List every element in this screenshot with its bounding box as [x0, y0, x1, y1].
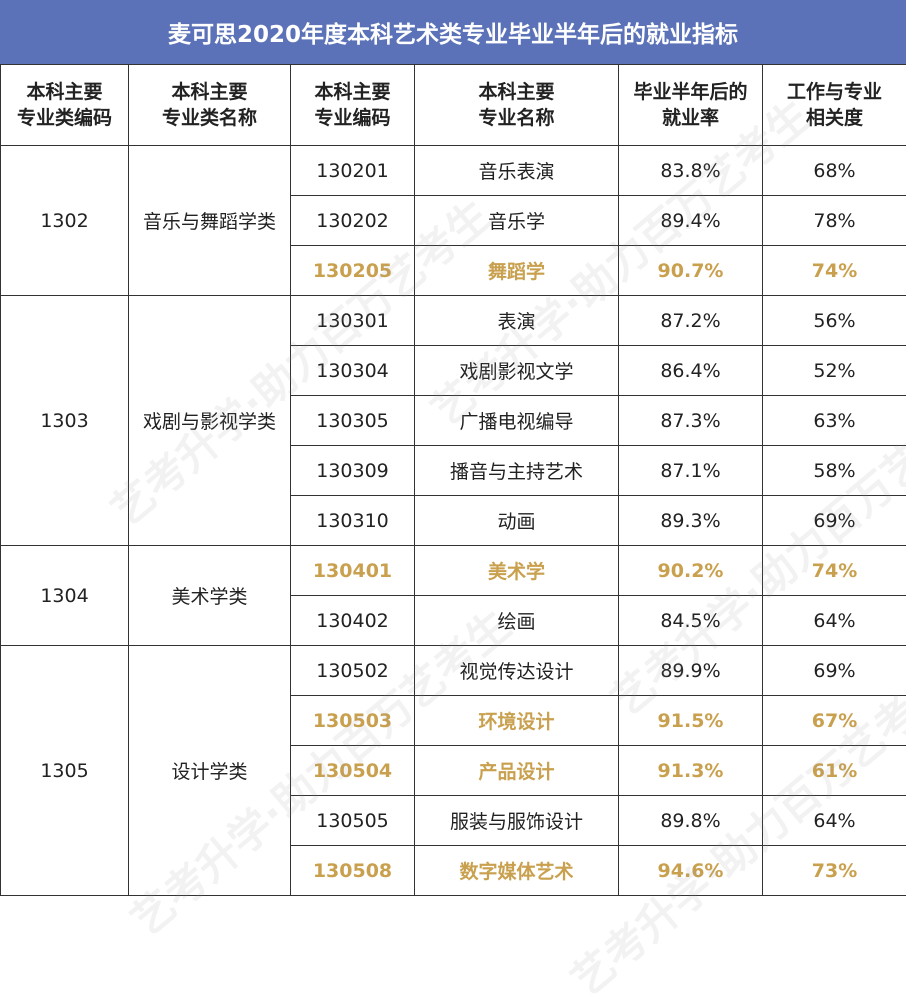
major-code-cell: 130504 — [291, 746, 415, 796]
major-code-cell: 130304 — [291, 346, 415, 396]
category-name-cell: 音乐与舞蹈学类 — [129, 146, 291, 296]
employment-rate-cell: 91.5% — [619, 696, 763, 746]
major-code-cell: 130502 — [291, 646, 415, 696]
employment-table: 本科主要专业类编码 本科主要专业类名称 本科主要专业编码 本科主要专业名称 毕业… — [0, 64, 906, 896]
major-code-cell: 130309 — [291, 446, 415, 496]
category-name-cell: 戏剧与影视学类 — [129, 296, 291, 546]
relevance-cell: 74% — [763, 546, 906, 596]
header-major-code: 本科主要专业编码 — [291, 65, 415, 146]
relevance-cell: 58% — [763, 446, 906, 496]
major-name-cell: 视觉传达设计 — [415, 646, 619, 696]
category-name-cell: 美术学类 — [129, 546, 291, 646]
header-category-name: 本科主要专业类名称 — [129, 65, 291, 146]
major-name-cell: 音乐表演 — [415, 146, 619, 196]
major-code-cell: 130305 — [291, 396, 415, 446]
page-title: 麦可思2020年度本科艺术类专业毕业半年后的就业指标 — [0, 0, 906, 64]
relevance-cell: 69% — [763, 496, 906, 546]
relevance-cell: 52% — [763, 346, 906, 396]
employment-rate-cell: 84.5% — [619, 596, 763, 646]
relevance-cell: 61% — [763, 746, 906, 796]
relevance-cell: 73% — [763, 846, 906, 896]
major-code-cell: 130508 — [291, 846, 415, 896]
category-code-cell: 1302 — [1, 146, 129, 296]
employment-rate-cell: 83.8% — [619, 146, 763, 196]
major-name-cell: 广播电视编导 — [415, 396, 619, 446]
major-code-cell: 130205 — [291, 246, 415, 296]
category-name-cell: 设计学类 — [129, 646, 291, 896]
employment-rate-cell: 89.8% — [619, 796, 763, 846]
major-code-cell: 130301 — [291, 296, 415, 346]
header-major-name: 本科主要专业名称 — [415, 65, 619, 146]
relevance-cell: 68% — [763, 146, 906, 196]
header-row: 本科主要专业类编码 本科主要专业类名称 本科主要专业编码 本科主要专业名称 毕业… — [1, 65, 906, 146]
major-name-cell: 表演 — [415, 296, 619, 346]
employment-rate-cell: 87.1% — [619, 446, 763, 496]
header-employment-rate: 毕业半年后的就业率 — [619, 65, 763, 146]
relevance-cell: 74% — [763, 246, 906, 296]
relevance-cell: 78% — [763, 196, 906, 246]
major-code-cell: 130201 — [291, 146, 415, 196]
employment-rate-cell: 89.4% — [619, 196, 763, 246]
relevance-cell: 64% — [763, 796, 906, 846]
employment-rate-cell: 90.2% — [619, 546, 763, 596]
major-name-cell: 音乐学 — [415, 196, 619, 246]
major-name-cell: 动画 — [415, 496, 619, 546]
employment-rate-cell: 89.3% — [619, 496, 763, 546]
major-code-cell: 130401 — [291, 546, 415, 596]
employment-rate-cell: 90.7% — [619, 246, 763, 296]
major-code-cell: 130505 — [291, 796, 415, 846]
major-name-cell: 绘画 — [415, 596, 619, 646]
major-name-cell: 数字媒体艺术 — [415, 846, 619, 896]
relevance-cell: 63% — [763, 396, 906, 446]
category-code-cell: 1304 — [1, 546, 129, 646]
header-category-code: 本科主要专业类编码 — [1, 65, 129, 146]
relevance-cell: 64% — [763, 596, 906, 646]
employment-rate-cell: 91.3% — [619, 746, 763, 796]
major-code-cell: 130503 — [291, 696, 415, 746]
employment-rate-cell: 89.9% — [619, 646, 763, 696]
major-code-cell: 130202 — [291, 196, 415, 246]
employment-rate-cell: 87.2% — [619, 296, 763, 346]
major-name-cell: 播音与主持艺术 — [415, 446, 619, 496]
header-relevance: 工作与专业相关度 — [763, 65, 906, 146]
category-code-cell: 1303 — [1, 296, 129, 546]
major-code-cell: 130402 — [291, 596, 415, 646]
major-name-cell: 舞蹈学 — [415, 246, 619, 296]
employment-rate-cell: 94.6% — [619, 846, 763, 896]
major-name-cell: 美术学 — [415, 546, 619, 596]
major-code-cell: 130310 — [291, 496, 415, 546]
relevance-cell: 69% — [763, 646, 906, 696]
employment-rate-cell: 86.4% — [619, 346, 763, 396]
major-name-cell: 服装与服饰设计 — [415, 796, 619, 846]
relevance-cell: 56% — [763, 296, 906, 346]
relevance-cell: 67% — [763, 696, 906, 746]
category-code-cell: 1305 — [1, 646, 129, 896]
major-name-cell: 产品设计 — [415, 746, 619, 796]
major-name-cell: 环境设计 — [415, 696, 619, 746]
major-name-cell: 戏剧影视文学 — [415, 346, 619, 396]
employment-rate-cell: 87.3% — [619, 396, 763, 446]
